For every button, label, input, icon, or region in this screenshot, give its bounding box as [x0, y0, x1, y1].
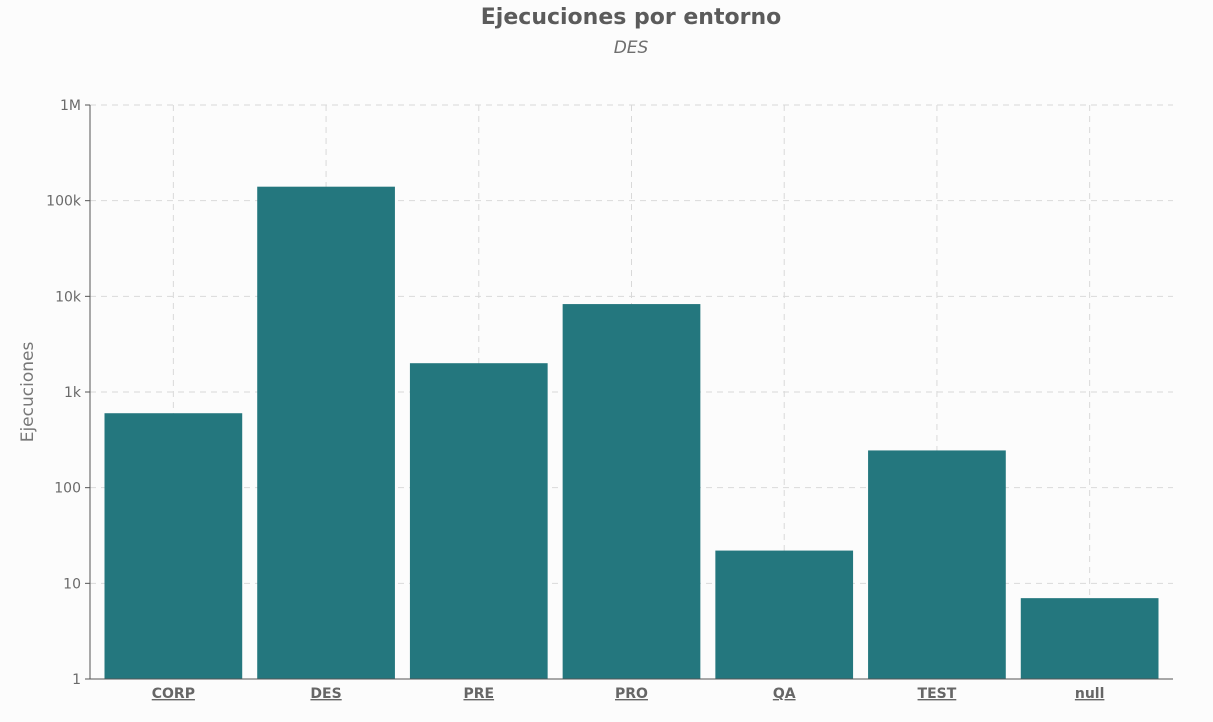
bar-pro[interactable] — [562, 304, 701, 679]
chart-subtitle: DES — [613, 38, 649, 58]
x-tick-label: PRO — [615, 686, 648, 702]
bar-qa[interactable] — [715, 550, 854, 679]
y-axis-title: Ejecuciones — [18, 342, 38, 443]
x-tick-label: TEST — [918, 686, 957, 702]
bar-des[interactable] — [257, 186, 395, 680]
bars — [104, 186, 1159, 680]
y-tick-label: 10k — [55, 289, 82, 305]
y-tick-label: 1k — [64, 385, 82, 401]
x-tick-label: DES — [310, 686, 341, 702]
bar-null[interactable] — [1020, 598, 1159, 679]
chart-title: Ejecuciones por entorno — [480, 5, 782, 30]
x-tick-label: QA — [773, 686, 796, 702]
y-tick-label: 1M — [60, 98, 81, 114]
y-tick-labels: 1 10 100 1k 10k 100k 1M — [46, 98, 90, 688]
x-tick-label: null — [1075, 686, 1105, 702]
bar-pre[interactable] — [409, 363, 548, 679]
bar-corp[interactable] — [104, 413, 243, 679]
y-tick-label: 10 — [63, 576, 81, 592]
bar-test[interactable] — [868, 450, 1006, 679]
x-tick-label: CORP — [152, 686, 195, 702]
y-tick-label: 100 — [54, 481, 81, 497]
y-tick-label: 100k — [46, 194, 82, 210]
y-tick-label: 1 — [72, 672, 81, 688]
x-tick-labels: CORP DES PRE PRO QA TEST null — [152, 686, 1105, 702]
x-tick-label: PRE — [463, 686, 494, 702]
